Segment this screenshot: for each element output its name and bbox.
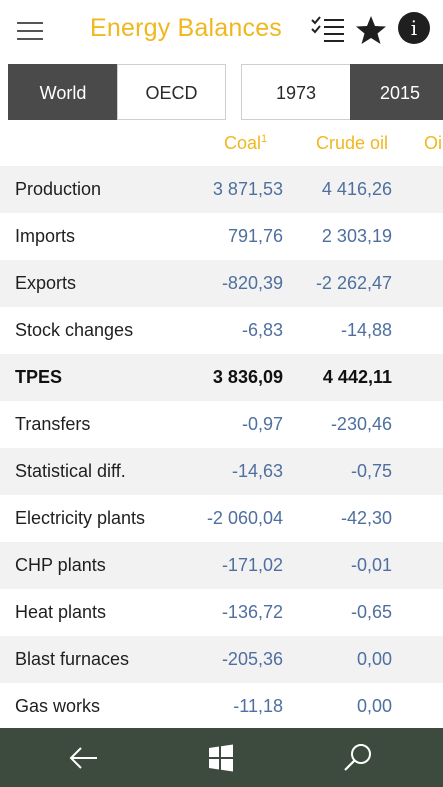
row-label: Heat plants	[15, 602, 107, 622]
column-header-crude-oil: Crude oil	[316, 133, 389, 153]
crude-oil-value: -2 262,47	[315, 273, 392, 293]
coal-value: -820,39	[221, 273, 283, 293]
app-header: Energy Balances i	[0, 0, 443, 60]
menu-line	[17, 38, 43, 40]
app-bar	[0, 728, 443, 787]
row-label: Transfers	[15, 414, 91, 434]
back-arrow-icon[interactable]	[66, 740, 102, 776]
crude-oil-value: -42,30	[340, 508, 392, 528]
tab-year-2015[interactable]: 2015	[350, 64, 443, 120]
table-row-total[interactable]: TPES 3 836,09 4 442,11	[0, 354, 443, 401]
table-row[interactable]: Gas works -11,18 0,00	[0, 683, 443, 730]
coal-value: 791,76	[227, 226, 283, 246]
coal-value: -0,97	[241, 414, 283, 434]
table-row[interactable]: Imports 791,76 2 303,19	[0, 213, 443, 260]
row-label: Electricity plants	[15, 508, 146, 528]
column-header-footnote: 1	[261, 133, 268, 145]
table-row[interactable]: Electricity plants -2 060,04 -42,30	[0, 495, 443, 542]
column-header-coal-label: Coal	[224, 133, 262, 153]
table-row[interactable]: Transfers -0,97 -230,46	[0, 401, 443, 448]
coal-value: -205,36	[221, 649, 283, 669]
info-icon[interactable]: i	[398, 12, 430, 44]
coal-value: -2 060,04	[206, 508, 283, 528]
crude-oil-value: -230,46	[330, 414, 392, 434]
crude-oil-value: -0,01	[350, 555, 392, 575]
table-row[interactable]: Blast furnaces -205,36 0,00	[0, 636, 443, 683]
coal-value: -136,72	[221, 602, 283, 622]
crude-oil-value: -14,88	[340, 320, 392, 340]
menu-line	[17, 30, 43, 32]
row-label: Imports	[15, 226, 76, 246]
coal-value: 3 836,09	[212, 367, 283, 387]
row-label: Exports	[15, 273, 77, 293]
row-label: Production	[15, 179, 102, 199]
coal-value: -14,63	[231, 461, 283, 481]
coal-value: -6,83	[241, 320, 283, 340]
crude-oil-value: -0,75	[350, 461, 392, 481]
crude-oil-value: 0,00	[356, 696, 392, 716]
table-row[interactable]: Statistical diff. -14,63 -0,75	[0, 448, 443, 495]
crude-oil-value: 0,00	[356, 649, 392, 669]
menu-line	[17, 22, 43, 24]
checklist-icon[interactable]	[310, 15, 346, 45]
coal-value: 3 871,53	[212, 179, 283, 199]
tab-oecd[interactable]: OECD	[117, 64, 226, 120]
windows-logo-icon[interactable]	[203, 740, 239, 776]
table-row[interactable]: CHP plants -171,02 -0,01	[0, 542, 443, 589]
crude-oil-value: -0,65	[350, 602, 392, 622]
menu-icon[interactable]	[17, 22, 43, 40]
table-row[interactable]: Production 3 871,53 4 416,26	[0, 166, 443, 213]
row-label: Statistical diff.	[15, 461, 126, 481]
table-row[interactable]: Exports -820,39 -2 262,47	[0, 260, 443, 307]
table-row[interactable]: Stock changes -6,83 -14,88	[0, 307, 443, 354]
app-title: Energy Balances	[90, 14, 283, 42]
tab-year-1973[interactable]: 1973	[241, 64, 351, 120]
row-label: Stock changes	[15, 320, 134, 340]
crude-oil-value: 4 416,26	[321, 179, 392, 199]
search-icon[interactable]	[340, 740, 376, 776]
row-label: CHP plants	[15, 555, 106, 575]
row-label: Gas works	[15, 696, 101, 716]
row-label: TPES	[15, 367, 63, 387]
crude-oil-value: 4 442,11	[322, 367, 392, 387]
coal-value: -171,02	[221, 555, 283, 575]
coal-value: -11,18	[233, 696, 283, 716]
crude-oil-value: 2 303,19	[321, 226, 392, 246]
tab-world[interactable]: World	[8, 64, 118, 120]
column-header-oil-products: Oi	[424, 133, 442, 153]
table-row[interactable]: Heat plants -136,72 -0,65	[0, 589, 443, 636]
row-label: Blast furnaces	[15, 649, 130, 669]
column-header-coal: Coal1	[224, 133, 267, 154]
star-icon[interactable]	[355, 14, 387, 46]
balance-table: Production 3 871,53 4 416,26 Imports 791…	[0, 166, 443, 730]
